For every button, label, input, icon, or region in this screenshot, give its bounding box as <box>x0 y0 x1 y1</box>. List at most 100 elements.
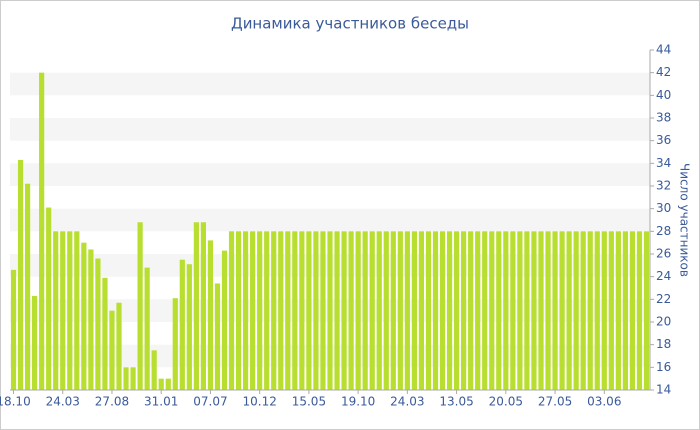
x-tick-label: 31.01 <box>144 395 178 409</box>
bar <box>137 222 143 390</box>
bar <box>510 231 516 390</box>
y-tick-label: 40 <box>656 88 671 102</box>
bar <box>81 242 87 390</box>
y-tick-label: 44 <box>656 43 671 57</box>
y-tick-label: 36 <box>656 133 671 147</box>
bar <box>221 250 228 390</box>
bar <box>200 222 207 390</box>
x-tick-label: 18.10 <box>0 395 31 409</box>
bar <box>10 269 17 390</box>
bar <box>390 231 396 390</box>
bar <box>228 231 235 390</box>
bar <box>496 231 502 390</box>
bar <box>151 350 157 390</box>
bar <box>88 249 94 390</box>
bar <box>418 231 425 390</box>
grid-band <box>10 208 650 232</box>
bar <box>622 231 628 390</box>
bar <box>165 378 171 390</box>
bar <box>24 183 31 390</box>
bar <box>299 231 305 390</box>
bar <box>446 231 453 390</box>
bar <box>320 231 326 390</box>
bar <box>397 231 403 390</box>
x-tick-label: 24.03 <box>46 395 80 409</box>
bar <box>313 231 319 390</box>
y-tick-label: 34 <box>656 156 671 170</box>
y-tick-label: 22 <box>656 292 671 306</box>
bar <box>601 231 607 390</box>
bar <box>285 231 291 390</box>
bar <box>439 231 446 390</box>
bar <box>172 298 178 390</box>
bar <box>503 231 509 390</box>
y-tick-label: 24 <box>656 269 671 283</box>
grid-band <box>10 72 650 96</box>
bar <box>250 231 256 390</box>
x-tick-label: 27.05 <box>538 395 572 409</box>
y-tick-label: 28 <box>656 224 671 238</box>
bar <box>489 231 495 390</box>
y-tick-label: 42 <box>656 65 671 79</box>
bar <box>67 231 73 390</box>
bar <box>461 231 467 390</box>
x-tick-label: 10.12 <box>242 395 276 409</box>
bar <box>369 231 375 390</box>
bar <box>587 231 593 390</box>
bar <box>615 231 621 390</box>
bar <box>144 267 150 390</box>
bar <box>383 231 389 390</box>
bar <box>475 231 481 390</box>
bar <box>468 231 474 390</box>
bar <box>362 231 368 390</box>
bar <box>552 231 558 390</box>
bar <box>179 259 185 390</box>
bar <box>524 231 530 390</box>
bar <box>17 159 24 390</box>
bar <box>130 367 136 390</box>
bar <box>341 231 347 390</box>
bar <box>32 295 38 390</box>
bar <box>193 222 199 390</box>
bar <box>453 231 460 390</box>
bar <box>306 231 312 390</box>
bar <box>573 231 579 390</box>
bar <box>109 310 115 390</box>
x-tick-label: 19.10 <box>341 395 375 409</box>
bar <box>46 207 52 390</box>
x-tick-label: 03.06 <box>587 395 621 409</box>
bar <box>327 231 333 390</box>
y-axis-title: Число участников <box>678 163 692 277</box>
bar <box>580 231 586 390</box>
bar <box>594 231 600 390</box>
bar <box>235 231 242 390</box>
bar <box>411 231 417 390</box>
grid-band <box>10 163 650 186</box>
grid-band <box>10 118 650 141</box>
y-tick-label: 26 <box>656 247 671 261</box>
bar <box>608 231 614 390</box>
bar <box>116 302 122 390</box>
bar <box>257 231 263 390</box>
bar <box>517 231 523 390</box>
x-tick-label: 13.05 <box>439 395 473 409</box>
x-tick-label: 27.08 <box>95 395 129 409</box>
bar <box>348 231 354 390</box>
bar <box>545 231 551 390</box>
x-tick-label: 24.03 <box>390 395 424 409</box>
bar <box>566 231 572 390</box>
bar <box>629 231 636 390</box>
bar <box>432 231 439 390</box>
bar <box>158 378 164 390</box>
bar <box>425 231 432 390</box>
bar <box>404 231 410 390</box>
bar <box>264 231 270 390</box>
bar <box>123 367 129 390</box>
y-tick-label: 30 <box>656 201 671 215</box>
bar <box>538 231 544 390</box>
x-tick-label: 20.05 <box>489 395 523 409</box>
y-tick-label: 38 <box>656 111 671 125</box>
bar <box>278 231 284 390</box>
bar <box>39 72 45 391</box>
bar <box>482 231 488 390</box>
